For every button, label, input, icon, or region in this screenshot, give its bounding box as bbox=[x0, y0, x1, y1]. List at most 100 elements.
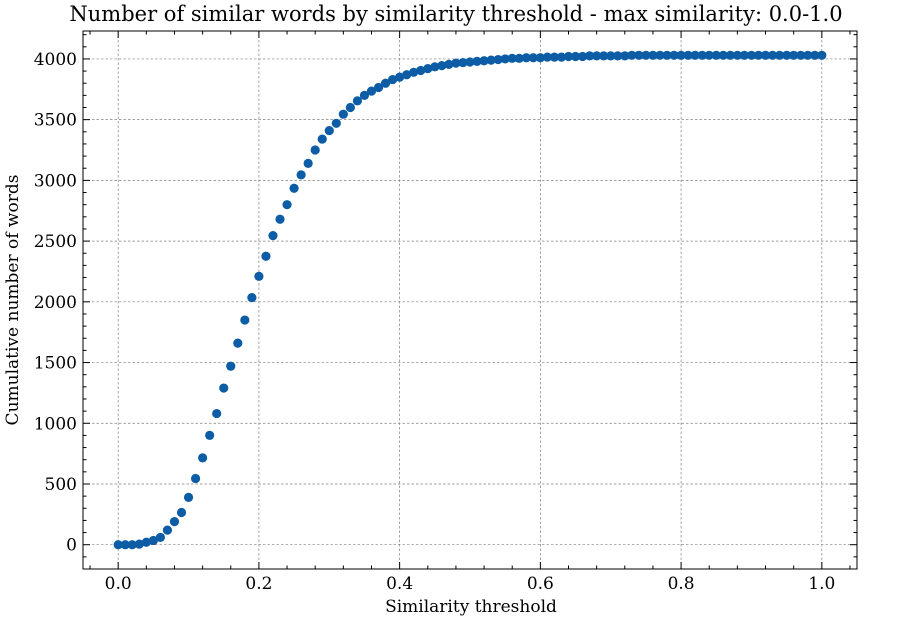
data-point bbox=[711, 50, 721, 60]
data-point bbox=[817, 50, 827, 60]
data-point bbox=[803, 50, 813, 60]
data-point bbox=[451, 58, 461, 68]
data-points bbox=[113, 50, 827, 550]
data-point bbox=[648, 50, 658, 60]
data-point bbox=[282, 200, 292, 210]
data-point bbox=[683, 50, 693, 60]
y-tick-label: 1500 bbox=[34, 354, 77, 374]
axis-ticks bbox=[83, 31, 857, 569]
data-point bbox=[592, 51, 602, 61]
data-point bbox=[599, 51, 609, 61]
data-point bbox=[380, 78, 391, 88]
data-point bbox=[486, 55, 496, 65]
data-point bbox=[521, 53, 531, 63]
data-point bbox=[669, 50, 679, 60]
data-point bbox=[366, 86, 377, 96]
data-point bbox=[472, 56, 482, 66]
data-point bbox=[704, 50, 714, 60]
data-point bbox=[507, 53, 517, 63]
data-point bbox=[606, 51, 616, 61]
data-point bbox=[662, 50, 672, 60]
data-point bbox=[310, 145, 320, 155]
data-point bbox=[549, 52, 560, 62]
data-point bbox=[500, 54, 510, 64]
data-point bbox=[613, 51, 623, 61]
data-point bbox=[212, 408, 222, 419]
data-point bbox=[514, 53, 524, 63]
data-point bbox=[676, 50, 686, 60]
data-point bbox=[746, 50, 757, 60]
data-point bbox=[134, 539, 144, 549]
data-point bbox=[620, 51, 630, 61]
data-point bbox=[437, 61, 447, 71]
data-point bbox=[739, 50, 750, 60]
data-point bbox=[141, 537, 151, 547]
data-point bbox=[373, 82, 384, 93]
data-point bbox=[528, 53, 538, 63]
data-point bbox=[275, 214, 285, 224]
data-point bbox=[444, 59, 454, 69]
data-point bbox=[718, 50, 728, 60]
y-tick-label: 0 bbox=[66, 536, 77, 556]
y-axis-label: Cumulative number of words bbox=[3, 175, 23, 426]
data-point bbox=[690, 50, 700, 60]
data-point bbox=[732, 50, 742, 60]
data-point bbox=[176, 507, 187, 518]
data-point bbox=[395, 72, 405, 82]
data-point bbox=[219, 383, 229, 393]
data-point bbox=[458, 57, 468, 68]
data-point bbox=[409, 67, 419, 77]
data-point bbox=[641, 50, 651, 60]
data-point bbox=[169, 517, 180, 527]
data-point bbox=[577, 51, 588, 62]
data-point bbox=[570, 51, 581, 62]
data-point bbox=[416, 65, 426, 76]
data-point bbox=[782, 50, 792, 60]
y-tick-label: 2000 bbox=[34, 293, 77, 313]
data-point bbox=[303, 158, 313, 168]
data-point bbox=[796, 50, 806, 60]
y-tick-label: 3500 bbox=[34, 111, 77, 131]
data-point bbox=[240, 315, 250, 325]
x-tick-label: 0.4 bbox=[386, 574, 413, 594]
data-point bbox=[775, 50, 785, 60]
data-point bbox=[162, 525, 173, 535]
data-point bbox=[479, 56, 489, 66]
data-point bbox=[247, 292, 257, 303]
x-tick-labels: 0.0 0.2 0.4 0.6 0.8 1.0 bbox=[105, 574, 836, 594]
data-point bbox=[634, 50, 644, 60]
x-tick-label: 0.8 bbox=[668, 574, 695, 594]
x-tick-label: 0.6 bbox=[527, 574, 554, 594]
data-point bbox=[190, 473, 201, 484]
data-point bbox=[155, 532, 165, 543]
data-point bbox=[183, 492, 194, 502]
data-point bbox=[627, 50, 637, 60]
data-point bbox=[205, 430, 215, 441]
data-point bbox=[760, 50, 771, 60]
x-tick-label: 1.0 bbox=[808, 574, 835, 594]
data-point bbox=[233, 338, 243, 348]
y-tick-label: 3000 bbox=[34, 171, 77, 191]
y-tick-label: 500 bbox=[45, 475, 77, 495]
data-point bbox=[226, 361, 236, 371]
chart-title: Number of similar words by similarity th… bbox=[69, 2, 842, 26]
data-point bbox=[388, 74, 398, 85]
x-tick-label: 0.2 bbox=[245, 574, 272, 594]
y-tick-label: 1000 bbox=[34, 414, 77, 434]
data-point bbox=[331, 118, 341, 128]
data-point bbox=[352, 96, 363, 106]
data-point bbox=[148, 535, 158, 546]
data-point bbox=[113, 540, 123, 550]
x-tick-label: 0.0 bbox=[105, 574, 132, 594]
data-point bbox=[289, 183, 299, 193]
data-point bbox=[423, 64, 433, 74]
y-tick-label: 2500 bbox=[34, 232, 77, 252]
data-point bbox=[296, 170, 306, 180]
data-point bbox=[542, 52, 553, 62]
data-point bbox=[317, 134, 327, 144]
data-point bbox=[198, 453, 208, 463]
data-point bbox=[535, 53, 545, 63]
grid bbox=[83, 31, 857, 569]
